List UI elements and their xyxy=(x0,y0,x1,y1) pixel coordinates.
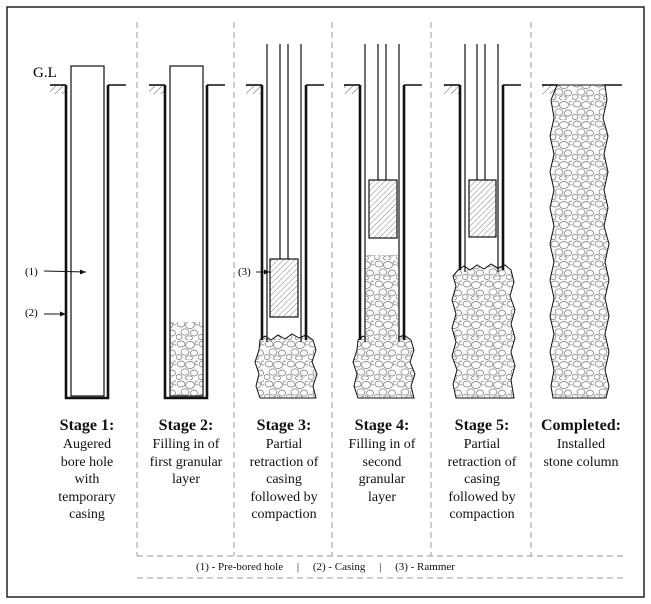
stage-3-description: Partial retraction of casing followed by… xyxy=(249,437,319,522)
completed-caption: Completed: Installed stone column xyxy=(533,416,629,471)
stage-separators xyxy=(136,22,626,579)
legend-separator: | xyxy=(296,561,300,573)
callout-bore-hole: (1) xyxy=(25,266,87,278)
stage-5-title: Stage 5: xyxy=(454,417,510,434)
legend-separator: | xyxy=(379,561,382,573)
completed-drawing xyxy=(542,84,622,399)
svg-text:(3): (3) xyxy=(238,266,251,278)
legend-item-rammer: (3) - Rammer xyxy=(395,561,455,573)
stage-5-drawing xyxy=(444,44,521,399)
callout-casing: (2) xyxy=(25,307,66,319)
stage-3-title: Stage 3: xyxy=(256,417,312,434)
stage-2-drawing xyxy=(149,65,225,400)
stage-4-description: Filling in of second granular layer xyxy=(348,437,416,505)
stage-2-description: Filling in of first granular layer xyxy=(149,437,223,487)
stage-1-description: Augered bore hole with temporary casing xyxy=(58,437,116,522)
stage-3-drawing xyxy=(246,44,324,399)
completed-title: Completed: xyxy=(541,417,621,434)
stage-5-description: Partial retraction of casing followed by… xyxy=(447,437,517,522)
legend-item-casing: (2) - Casing xyxy=(312,561,366,573)
stage-4-drawing xyxy=(344,44,422,399)
stage-5-caption: Stage 5: Partial retraction of casing fo… xyxy=(434,416,530,524)
svg-text:(2): (2) xyxy=(25,307,38,319)
ground-level-label: G.L xyxy=(33,65,57,81)
stage-4-caption: Stage 4: Filling in of second granular l… xyxy=(334,416,430,506)
callout-rammer: (3) xyxy=(238,266,270,278)
stage-1-caption: Stage 1: Augered bore hole with temporar… xyxy=(39,416,135,524)
legend: (1) - Pre-bored hole | (2) - Casing | (3… xyxy=(0,561,651,573)
stage-2-caption: Stage 2: Filling in of first granular la… xyxy=(138,416,234,489)
legend-item-pre-bored-hole: (1) - Pre-bored hole xyxy=(196,561,284,573)
stage-2-title: Stage 2: xyxy=(158,417,214,434)
stage-1-drawing xyxy=(50,65,126,400)
stage-4-title: Stage 4: xyxy=(354,417,410,434)
stage-3-caption: Stage 3: Partial retraction of casing fo… xyxy=(236,416,332,524)
svg-text:(1): (1) xyxy=(25,266,38,278)
stage-1-title: Stage 1: xyxy=(59,417,115,434)
completed-description: Installed stone column xyxy=(543,437,619,470)
outer-border xyxy=(6,6,645,598)
